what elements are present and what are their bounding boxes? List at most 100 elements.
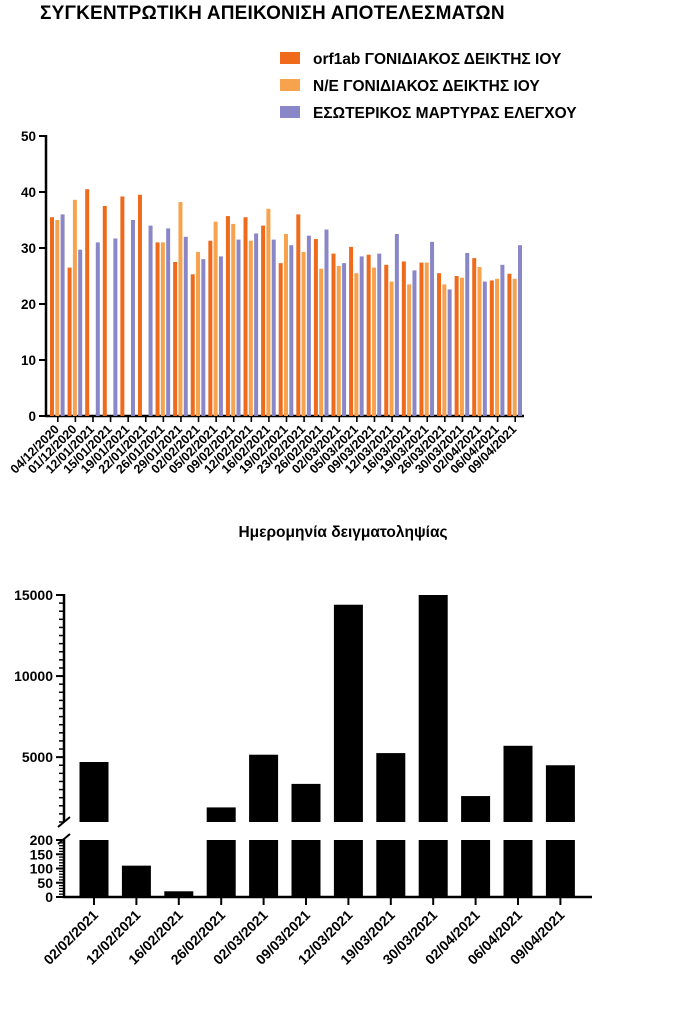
y-tick-label: 150 [30,846,54,862]
bar [354,273,359,416]
bar [376,840,406,897]
bar [461,840,491,897]
bar [284,234,289,416]
y-tick-label: 100 [30,861,54,877]
y-tick-label: 0 [45,889,53,905]
bar [503,840,533,897]
bar [213,221,218,416]
y-tick-label: 5000 [22,749,53,765]
summary-results-chart: orf1ab ΓΟΝΙΔΙΑΚΟΣ ΔΕΙΚΤΗΣ ΙΟΥ N/E ΓΟΝΙΔΙΑ… [8,51,577,476]
bar [394,234,399,416]
bar [336,265,341,416]
bar [371,267,376,416]
bar [206,840,236,897]
bar [291,840,321,897]
bar [461,796,491,822]
y-tick-label: 40 [21,185,36,200]
bar [85,189,90,416]
bar [201,259,206,416]
bar [407,284,412,416]
bar [313,239,318,416]
bar [472,258,477,416]
legend-label: orf1ab ΓΟΝΙΔΙΑΚΟΣ ΔΕΙΚΤΗΣ ΙΟΥ [313,51,562,68]
bar [454,276,459,416]
bar [319,268,324,416]
bar [482,281,487,416]
legend-swatch [280,106,300,118]
bar [79,840,109,897]
y-tick-label: 30 [21,241,36,256]
bar [60,214,65,416]
bar [306,235,311,416]
bar [401,261,406,416]
bar [296,214,301,416]
y-tick-label: 200 [30,832,54,848]
bar [79,762,109,822]
bar [512,278,517,416]
bar [349,246,354,416]
bar [384,264,389,416]
bar [120,196,125,416]
bar [225,216,230,416]
bar [178,202,183,416]
bar [261,225,266,416]
y-tick-label: 10 [21,353,36,368]
bar [418,840,448,897]
bar [164,891,194,897]
bar [55,220,60,416]
legend-swatch [280,79,300,91]
bar [459,277,464,416]
bar [477,267,482,416]
bar [333,604,363,822]
bar [442,284,447,416]
bar [447,289,452,416]
sampling-date-chart: 5000100001500005010015020002/02/202112/0… [14,587,592,968]
bar [50,217,54,416]
bar [377,253,382,416]
y-tick-label: 50 [37,875,53,891]
bar [331,253,336,416]
y-tick-label: 20 [21,297,36,312]
bar [95,242,100,416]
bar [389,281,394,416]
bar [266,208,271,416]
bar [545,765,575,822]
bar [208,240,213,416]
bar [495,278,500,416]
bar [248,240,253,416]
bar [424,262,429,416]
y-tick-label: 10000 [14,668,53,684]
legend-label: ΕΣΩΤΕΡΙΚΟΣ ΜΑΡΤΥΡΑΣ ΕΛΕΓΧΟΥ [313,105,577,122]
bar [301,251,306,416]
bar [218,256,223,416]
bar [121,865,151,897]
bar [437,273,442,416]
bar [236,239,241,416]
bar [78,249,83,416]
bar [166,228,171,416]
bar [366,254,371,416]
y-tick-label: 50 [21,129,36,144]
bar [271,239,276,416]
bar [190,274,195,416]
bar [160,242,165,416]
bar [418,595,448,822]
bar [359,256,364,416]
bar [500,264,505,416]
bar [333,840,363,897]
bar [173,262,178,416]
bar [148,225,153,416]
bar [419,262,424,416]
bar [183,236,188,416]
bar [518,245,523,416]
page-title: ΣΥΓΚΕΝΤΡΩΤΙΚΗ ΑΠΕΙΚΟΝΙΣΗ ΑΠΟΤΕΛΕΣΜΑΤΩΝ [40,3,505,24]
bar [196,251,201,416]
y-tick-label: 15000 [14,587,53,603]
bar [291,783,321,822]
bar [278,263,283,416]
bar [412,270,417,416]
y-tick-label: 0 [28,409,36,424]
bar [342,263,347,416]
bar [489,280,494,416]
bar [67,267,72,416]
